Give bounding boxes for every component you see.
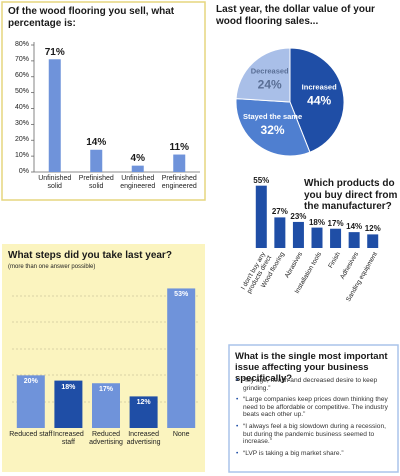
y-tick-label: 0% [18,167,29,175]
bar [16,375,45,428]
bar [311,227,323,248]
pie-slice [289,47,345,153]
value-label: 23% [290,211,307,221]
y-tick-label: 40% [14,104,29,111]
bar [348,232,360,248]
value-label: 4% [130,153,145,165]
bar [129,396,158,428]
chart-title: Of the wood flooring you sell, what perc… [8,6,175,29]
chart-title: Last year, the dollar value of your wood… [216,4,375,27]
value-label: 20% [23,378,38,386]
quote: “LVP is taking a big market share.” [236,450,393,458]
slice-value: 24% [258,77,282,91]
y-tick-label: 60% [14,72,29,80]
bar [167,288,196,428]
pie-slice [235,47,291,103]
pie-slice [235,98,311,157]
bar [90,149,103,172]
x-tick-label: Increased staff [53,431,84,447]
value-label: 18% [308,217,325,227]
slice-label: Stayed the same [243,112,302,121]
x-tick-label: None [172,431,190,438]
x-tick-label: Reduced staff [9,431,53,438]
panel-border [1,1,206,201]
slice-label: Decreased [251,66,289,75]
bar [54,380,83,428]
bar [367,234,379,248]
x-tick-label: Unfinished solid [38,175,72,191]
value-label: 12% [364,224,381,234]
value-label: 55% [253,175,270,185]
bar [292,221,304,248]
value-label: 14% [346,222,363,232]
value-label: 12% [136,399,151,407]
bar [131,165,144,172]
y-tick-label: 80% [14,40,29,48]
y-tick-label: 50% [14,88,29,96]
value-label: 71% [44,46,65,58]
y-tick-label: 10% [14,151,29,159]
value-label: 27% [271,207,288,217]
y-tick-label: 70% [14,56,29,64]
x-tick-label: Prefinished engineered [161,175,197,191]
bar [274,217,286,248]
value-label: 17% [98,386,113,394]
value-label: 14% [86,137,107,149]
bar [330,228,342,248]
quote: “I always feel a big slowdown during a r… [236,423,393,446]
x-tick-label: Reduced advertising [89,431,123,447]
slice-value: 32% [261,123,285,137]
chart-subtitle: (more than one answer possible) [8,264,96,270]
x-tick-label: Unfinished engineered [120,175,156,191]
quote: “Large companies keep prices down thinki… [236,396,393,419]
x-tick-label: Increased advertising [126,431,161,447]
value-label: 18% [61,383,76,391]
y-tick-label: 30% [14,119,29,127]
value-label: 11% [169,142,189,154]
chart-title: Which products do you buy direct from th… [304,178,398,212]
bar [92,383,120,428]
x-tick-label: Prefinished solid [78,175,114,191]
value-label: 53% [174,291,189,299]
quote: “My age, health and decreased desire to … [236,377,393,392]
slice-value: 44% [307,93,331,107]
bar [173,154,186,172]
chart-title: What steps did you take last year? [8,250,172,261]
slice-label: Increased [302,82,337,91]
y-tick-label: 20% [14,135,29,143]
value-label: 17% [327,218,344,228]
bar [48,59,61,172]
bar [255,185,267,248]
